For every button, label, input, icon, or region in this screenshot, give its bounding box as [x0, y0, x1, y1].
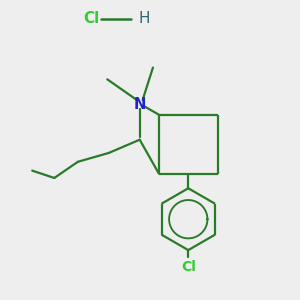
Text: Cl: Cl	[84, 11, 100, 26]
Text: Cl: Cl	[181, 260, 196, 274]
Text: H: H	[138, 11, 150, 26]
Text: N: N	[134, 97, 146, 112]
